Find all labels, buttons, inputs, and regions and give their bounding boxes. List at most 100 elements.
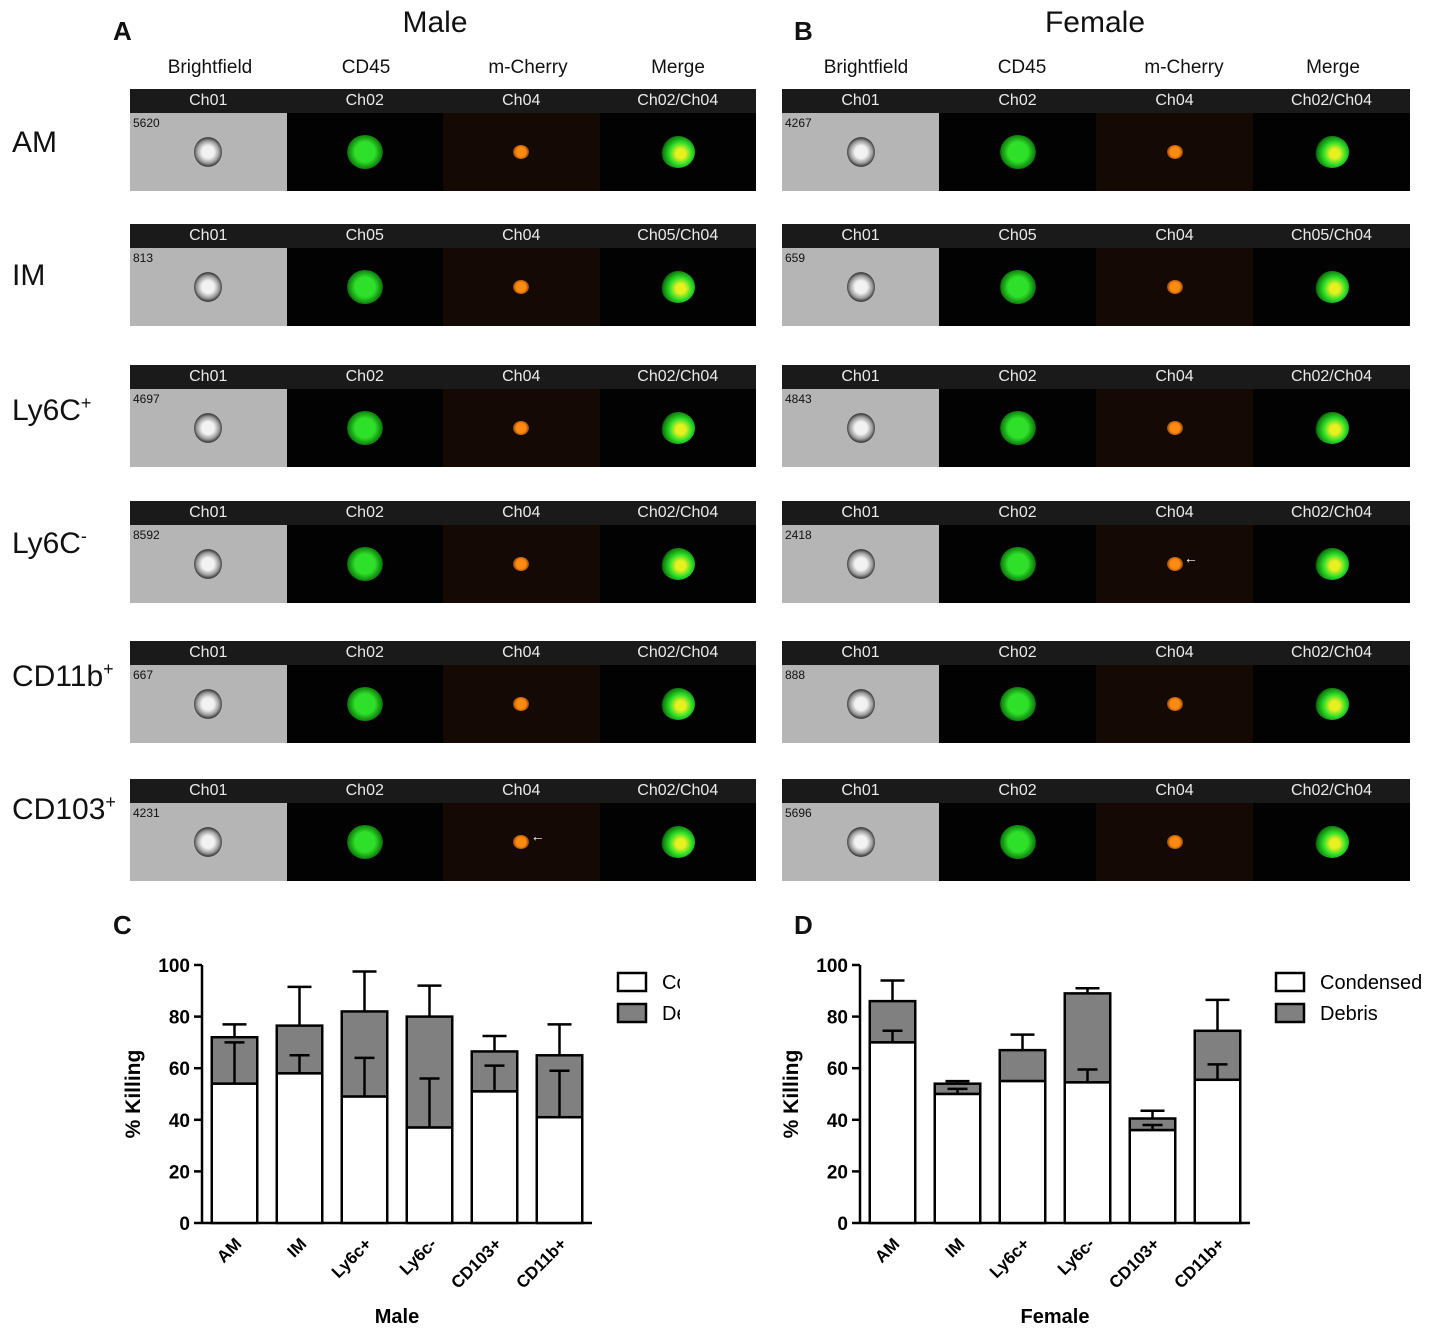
merge-image: [599, 113, 756, 191]
channel-label: Ch02/Ch04: [637, 368, 719, 385]
mcherry-image: ←: [443, 803, 600, 881]
channel-label: Ch02/Ch04: [1291, 504, 1372, 521]
channel-label: Ch02/Ch04: [1291, 92, 1372, 109]
female-col-mcherry: m-Cherry: [1144, 57, 1224, 78]
channel-label: Ch02/Ch04: [637, 782, 719, 799]
legend-label: Debris: [662, 1003, 680, 1025]
channel-label: Ch04: [502, 504, 541, 521]
brightfield-image: 4231: [130, 803, 287, 881]
male-title: Male: [402, 6, 468, 39]
channel-label: Ch04: [1155, 368, 1194, 385]
brightfield-image: 813: [130, 248, 287, 326]
mcherry-signal: [1166, 835, 1183, 849]
channel-label: Ch04: [1155, 644, 1194, 661]
cd45-image: [939, 113, 1096, 191]
female-image-strip: Ch01 Ch02 Ch04 Ch02/Ch04 4843: [782, 365, 1410, 467]
cd45-image: [286, 803, 443, 881]
channel-label: Ch01: [189, 368, 228, 385]
cd45-image: [286, 113, 443, 191]
mcherry-signal: [1166, 557, 1183, 571]
cd45-cell-signal: [999, 547, 1036, 581]
brightfield-cell: [194, 413, 223, 443]
row-label-cd103-pos: CD103+: [12, 792, 116, 826]
merge-image: [599, 525, 756, 603]
channel-header-bar: Ch01 Ch02 Ch04 Ch02/Ch04: [782, 89, 1410, 113]
y-tick-label: 0: [179, 1214, 190, 1235]
channel-label: Ch02: [345, 92, 384, 109]
mcherry-image: ←: [1096, 525, 1253, 603]
merge-cell-signal: [1314, 271, 1349, 303]
male-image-strip: Ch01 Ch05 Ch04 Ch05/Ch04 813: [130, 224, 756, 326]
channel-label: Ch01: [841, 644, 880, 661]
bar-condensed: [470, 1090, 519, 1225]
cd45-cell-signal: [999, 135, 1036, 169]
channel-label: Ch05: [345, 227, 384, 244]
channel-label: Ch02: [998, 782, 1037, 799]
brightfield-cell: [846, 689, 875, 719]
cell-id: 4697: [133, 392, 160, 406]
y-tick-label: 80: [169, 1008, 190, 1029]
x-tick-label: Ly6c+: [986, 1234, 1033, 1281]
channel-label: Ch04: [1155, 504, 1194, 521]
brightfield-cell: [846, 827, 875, 857]
legend-swatch: [616, 971, 648, 993]
legend-swatch: [1274, 971, 1306, 993]
y-tick-label: 80: [827, 1008, 848, 1029]
panel-label-b: B: [794, 16, 813, 46]
merge-image: [1253, 389, 1410, 467]
cd45-image: [286, 248, 443, 326]
row-label-ly6c-pos: Ly6C+: [12, 393, 92, 427]
merge-cell-signal: [660, 271, 695, 303]
bar-condensed: [1063, 1081, 1112, 1225]
brightfield-cell: [846, 137, 875, 167]
cell-id: 813: [133, 251, 154, 265]
merge-cell-signal: [660, 548, 695, 580]
cd45-cell-signal: [346, 270, 383, 304]
white-arrow-icon: ←: [1183, 549, 1198, 566]
mcherry-image: [443, 665, 600, 743]
male-col-merge: Merge: [651, 57, 705, 78]
cd45-image: [939, 525, 1096, 603]
channel-label: Ch01: [841, 504, 880, 521]
merge-image: [1253, 803, 1410, 881]
male-image-strip: Ch01 Ch02 Ch04 Ch02/Ch04 4697: [130, 365, 756, 467]
mcherry-signal: [513, 557, 530, 571]
mcherry-signal: [513, 421, 530, 435]
channel-label: Ch01: [189, 782, 228, 799]
brightfield-cell: [846, 272, 875, 302]
legend-swatch: [1274, 1002, 1306, 1024]
cd45-cell-signal: [346, 687, 383, 721]
merge-cell-signal: [1314, 136, 1349, 168]
panel-label-a: A: [113, 16, 132, 46]
female-col-cd45: CD45: [997, 57, 1047, 78]
channel-label: Ch05: [998, 227, 1037, 244]
mcherry-signal: [1166, 280, 1183, 294]
male-col-mcherry: m-Cherry: [488, 57, 568, 78]
bar-condensed: [405, 1126, 454, 1225]
x-axis-title: Female: [1021, 1306, 1090, 1325]
y-tick-label: 40: [827, 1111, 848, 1132]
channel-label: Ch01: [841, 368, 880, 385]
cell-id: 5696: [785, 806, 812, 820]
chart-male-killing: 0 20 40 60 80 100 % Killing AM IM Ly6c+ Ly6c- CD103…: [122, 956, 680, 1325]
channel-label: Ch01: [189, 227, 228, 244]
x-tick-label: IM: [942, 1234, 969, 1261]
female-image-strip: Ch01 Ch02 Ch04 Ch02/Ch04 5696: [782, 779, 1410, 881]
merge-image: [1253, 665, 1410, 743]
channel-header-bar: Ch01 Ch05 Ch04 Ch05/Ch04: [130, 224, 756, 248]
mcherry-image: [443, 248, 600, 326]
channel-label: Ch04: [502, 92, 541, 109]
mcherry-image: [1096, 113, 1253, 191]
brightfield-image: 5620: [130, 113, 287, 191]
channel-label: Ch02/Ch04: [1291, 644, 1372, 661]
mcherry-image: [1096, 389, 1253, 467]
cd45-cell-signal: [999, 411, 1036, 445]
legend-label: Condensed: [1320, 972, 1422, 994]
chart-female-killing: 0 20 40 60 80 100 % Killing AM IM Ly6c+ Ly6c- CD103…: [780, 956, 1422, 1325]
male-col-brightfield: Brightfield: [167, 57, 253, 78]
row-label-am: AM: [12, 126, 57, 159]
female-col-brightfield: Brightfield: [823, 57, 909, 78]
bar-condensed: [998, 1079, 1047, 1225]
x-tick-label: IM: [284, 1234, 311, 1261]
channel-label: Ch02: [345, 368, 384, 385]
